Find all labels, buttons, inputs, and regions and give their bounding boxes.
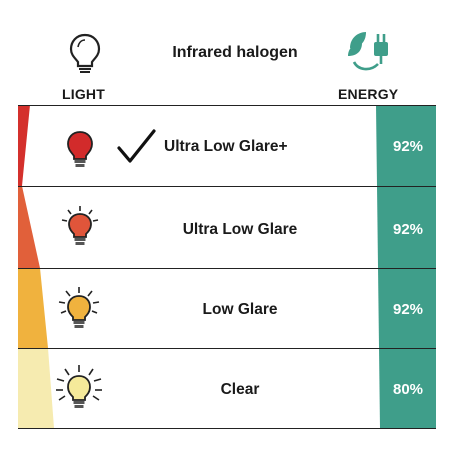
energy-percent: 80% xyxy=(392,381,424,398)
row-label-low-glare: Low Glare xyxy=(202,301,278,318)
amber-bulb-with-rays-icon xyxy=(56,286,102,339)
row-divider xyxy=(18,186,436,187)
lightbulb-outline-icon xyxy=(68,32,102,81)
wedge-segment-red xyxy=(18,105,30,186)
light-label: LIGHT xyxy=(62,86,105,102)
energy-percent: 92% xyxy=(392,221,424,238)
row-divider xyxy=(18,428,436,429)
page-title: Infrared halogen xyxy=(172,44,298,61)
energy-label: ENERGY xyxy=(338,86,399,102)
orange-red-bulb-with-rays-icon xyxy=(58,204,102,255)
row-label-clear: Clear xyxy=(220,381,260,398)
eco-plug-icon xyxy=(344,28,394,81)
red-bulb-icon xyxy=(62,128,98,175)
energy-percent: 92% xyxy=(392,301,424,318)
row-label-ultra-low-glare: Ultra Low Glare xyxy=(182,221,298,238)
wedge-segment-yellow xyxy=(18,268,48,348)
row-label-ultra-low-glare-plus: Ultra Low Glare+ xyxy=(164,138,288,155)
row-divider xyxy=(18,348,436,349)
wedge-segment-orange xyxy=(18,186,40,268)
pale-yellow-bulb-with-rays-icon xyxy=(54,364,104,421)
energy-band xyxy=(376,105,436,428)
row-divider xyxy=(18,268,436,269)
checkmark-icon xyxy=(116,128,156,171)
row-divider xyxy=(18,105,436,106)
wedge-segment-cream xyxy=(18,348,54,428)
energy-percent: 92% xyxy=(392,138,424,155)
